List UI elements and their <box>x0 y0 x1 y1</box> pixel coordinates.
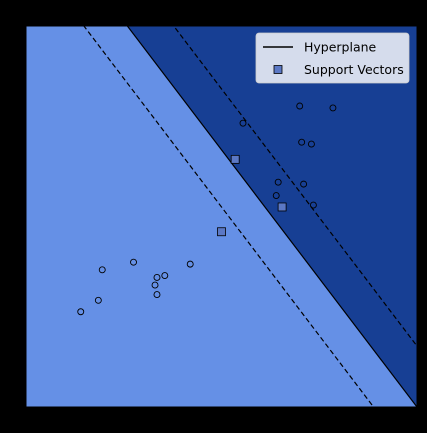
data-point-series1 <box>307 140 315 148</box>
legend-support-vectors-label: Support Vectors <box>304 62 404 77</box>
data-point-series1 <box>274 178 282 186</box>
support-vector-point <box>217 227 226 237</box>
data-point-series2 <box>151 281 159 289</box>
legend-support-vectors-swatch <box>273 65 283 74</box>
data-point-series1 <box>296 102 304 110</box>
data-point-series2 <box>77 308 85 316</box>
support-vector-point <box>277 202 287 212</box>
support-vector-point <box>230 154 240 164</box>
data-point-series2 <box>153 274 161 281</box>
data-point-series1 <box>239 119 247 127</box>
plot-frame <box>25 25 418 408</box>
legend: Hyperplane Support Vectors <box>255 32 410 84</box>
data-point-series2 <box>98 266 106 274</box>
data-point-series1 <box>329 104 337 112</box>
data-point-series2 <box>161 272 169 280</box>
data-point-series1 <box>298 138 306 146</box>
data-point-series1 <box>309 201 317 209</box>
data-point-series2 <box>186 260 194 268</box>
legend-box <box>255 32 410 84</box>
data-point-series2 <box>153 291 161 299</box>
legend-hyperplane-label: Hyperplane <box>304 40 377 55</box>
data-point-series1 <box>300 180 308 188</box>
data-point-series2 <box>94 296 102 304</box>
data-point-series1 <box>272 192 280 199</box>
data-point-series2 <box>130 258 137 266</box>
